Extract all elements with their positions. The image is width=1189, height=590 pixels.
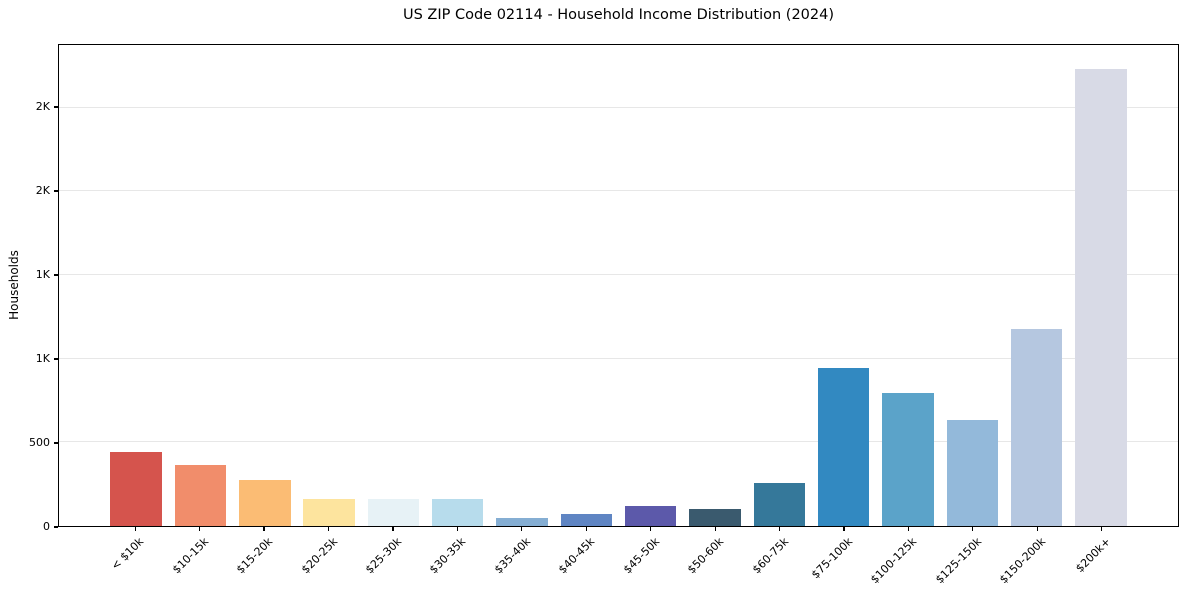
bar-slot-25-30k [361,45,425,526]
x-tickmark-125-150k [972,527,974,531]
y-tickmark-500 [54,442,58,444]
y-tickmark-1000 [54,358,58,360]
bar-slot-200k [1069,45,1133,526]
x-tickmark-200k [1101,527,1103,531]
bar-slot-40-45k [554,45,618,526]
gridline-1000 [59,357,1178,359]
x-tickmark-40-45k [585,527,587,531]
x-tickmark-60-75k [778,527,781,531]
y-tick-label-2000: 2K [35,184,50,197]
y-tickmark-0 [54,526,58,528]
bar-slot-50-60k [683,45,747,526]
x-tickmark-25-30k [392,527,394,531]
bar-10-15k [174,464,227,526]
bar-100-125k [882,393,934,526]
bar-slot-100-125k [876,45,940,526]
chart-title: US ZIP Code 02114 - Household Income Dis… [402,7,835,23]
bar-25-30k [367,499,420,526]
x-tickmark-15-20k [263,527,265,531]
x-tickmark-100-125k [907,527,910,531]
bar-60-75k [753,482,805,526]
bar-45-50k [624,505,677,526]
bar-20-25k [303,499,355,526]
bar-slot-20-25k [297,45,361,526]
x-tickmark-35-40k [521,527,523,531]
plot-area [58,44,1179,527]
y-tick-label-500: 500 [29,436,50,449]
y-axis-label: Households [7,250,21,320]
bar-slot-10k [104,45,168,526]
y-tick-label-0: 0 [43,520,50,533]
bar-35-40k [496,517,548,526]
gridlines-layer [59,45,1178,526]
bars-container [59,45,1178,526]
gridline-2500 [59,106,1178,108]
x-tick-label-10k: < $10k [108,535,147,573]
bar-slot-60-75k [747,45,811,526]
bar-slot-30-35k [426,45,490,526]
bar-75-100k [817,367,870,526]
bar-10k [110,451,162,526]
bar-50-60k [689,509,741,526]
bar-200k [1075,69,1127,526]
gridline-2000 [59,190,1178,192]
y-tick-label-1000: 1K [35,352,50,365]
y-tickmark-2500 [54,106,58,108]
bar-15-20k [239,480,291,526]
bar-30-35k [432,499,484,526]
y-tickmark-1500 [54,274,58,276]
x-tickmark-75-100k [843,527,845,531]
x-tickmark-50-60k [714,527,716,531]
bar-slot-45-50k [619,45,683,526]
y-tick-label-2500: 2K [35,100,50,113]
x-tickmark-20-25k [327,527,330,531]
x-tickmark-10-15k [199,527,201,531]
gridline-1500 [59,274,1178,276]
x-tickmark-45-50k [650,527,652,531]
bar-slot-125-150k [940,45,1004,526]
bar-125-150k [946,419,998,526]
gridline-500 [59,441,1178,443]
y-tick-label-1500: 1K [35,268,50,281]
y-tickmark-2000 [54,190,58,192]
bar-slot-15-20k [233,45,297,526]
bar-slot-75-100k [811,45,875,526]
x-tickmark-30-35k [456,527,458,531]
bar-slot-150-200k [1004,45,1068,526]
bar-slot-10-15k [168,45,232,526]
bar-40-45k [560,514,613,526]
x-tickmark-10k [134,527,136,531]
x-tickmark-150-200k [1036,527,1038,531]
bar-slot-35-40k [490,45,554,526]
bar-150-200k [1010,329,1063,526]
